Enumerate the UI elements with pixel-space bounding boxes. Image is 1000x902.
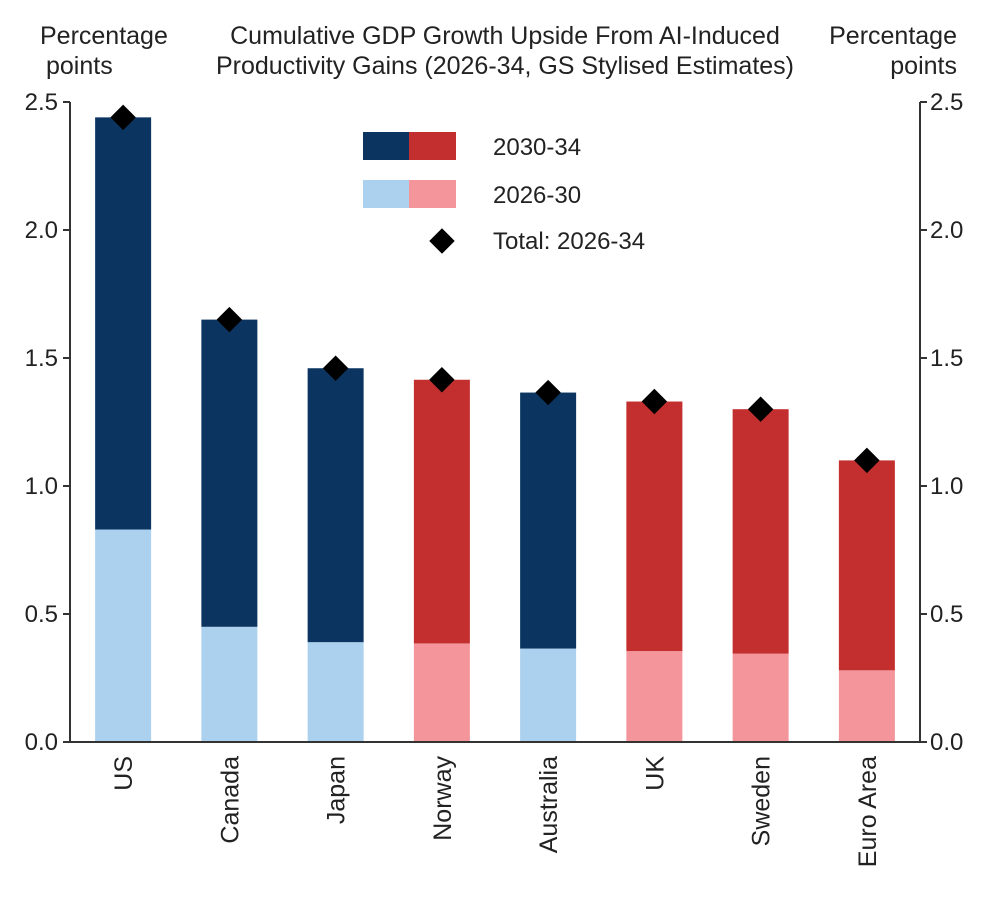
right-unit-line-1: Percentage: [829, 22, 957, 50]
left-tick-label: 0.5: [25, 601, 58, 628]
total-marker-japan: [322, 355, 349, 381]
bar-2026-30-sweden: [732, 653, 789, 742]
bar-2030-34-sweden: [732, 409, 789, 654]
bar-2030-34-us: [95, 117, 152, 530]
bar-2026-30-australia: [520, 648, 577, 742]
legend-swatch-2030-34-blue: [363, 132, 409, 160]
bar-2030-34-uk: [626, 401, 683, 652]
left-unit-line-2: points: [46, 52, 113, 80]
right-unit-line-2: points: [890, 52, 957, 80]
right-tick-label: 2.5: [930, 89, 963, 116]
bar-2030-34-norway: [413, 379, 470, 644]
legend-label-2026-30: 2026-30: [493, 182, 581, 209]
legend: 2030-34 2026-30 Total: 2026-34: [363, 132, 645, 255]
chart-title-line-2: Productivity Gains (2026-34, GS Stylised…: [216, 52, 794, 80]
right-tick-label: 1.0: [930, 473, 963, 500]
left-tick-label: 1.0: [25, 473, 58, 500]
left-axis-ticks: 0.0 0.5 1.0 1.5 2.0 2.5: [25, 89, 70, 756]
bar-2026-30-euro-area: [838, 670, 895, 742]
left-tick-label: 2.0: [25, 217, 58, 244]
legend-swatch-2026-30-red: [409, 180, 456, 208]
bar-2026-30-japan: [307, 642, 364, 742]
legend-marker-total: [429, 228, 455, 254]
chart-title-line-1: Cumulative GDP Growth Upside From AI-Ind…: [230, 22, 780, 50]
total-marker-canada: [216, 306, 243, 333]
bar-2026-30-us: [95, 529, 152, 742]
left-tick-label: 1.5: [25, 345, 58, 372]
total-marker-norway: [429, 367, 455, 393]
category-label-uk: UK: [641, 756, 669, 791]
bar-2026-30-uk: [626, 651, 683, 742]
bar-2030-34-japan: [307, 368, 364, 643]
bars: [95, 117, 895, 742]
legend-swatch-2026-30-blue: [363, 180, 409, 208]
right-tick-label: 0.5: [930, 601, 963, 628]
category-label-canada: Canada: [216, 756, 244, 844]
category-label-norway: Norway: [429, 756, 457, 841]
left-tick-label: 0.0: [25, 729, 58, 756]
total-marker-euro-area: [854, 447, 880, 474]
category-label-australia: Australia: [535, 756, 563, 853]
right-tick-label: 0.0: [930, 729, 963, 756]
left-tick-label: 2.5: [25, 89, 58, 116]
total-marker-australia: [535, 379, 561, 406]
right-axis-ticks: 0.0 0.5 1.0 1.5 2.0 2.5: [920, 89, 963, 756]
category-label-japan: Japan: [323, 756, 351, 824]
category-label-us: US: [110, 756, 138, 791]
category-labels: US Canada Japan Norway Australia UK Sweden Euro…: [110, 756, 882, 868]
right-tick-label: 2.0: [930, 217, 963, 244]
legend-swatch-2030-34-red: [409, 132, 456, 160]
bar-2026-30-norway: [413, 643, 470, 742]
legend-label-total: Total: 2026-34: [493, 228, 645, 255]
category-label-sweden: Sweden: [748, 756, 776, 846]
total-marker-uk: [641, 388, 668, 415]
right-tick-label: 1.5: [930, 345, 963, 372]
legend-label-2030-34: 2030-34: [493, 134, 581, 161]
bar-2030-34-australia: [520, 392, 577, 649]
bar-2030-34-euro-area: [838, 460, 895, 671]
category-label-euro-area: Euro Area: [854, 756, 882, 867]
bar-2030-34-canada: [201, 319, 258, 627]
left-unit-line-1: Percentage: [40, 22, 168, 50]
bar-2026-30-canada: [201, 626, 258, 742]
total-marker-sweden: [747, 396, 774, 422]
